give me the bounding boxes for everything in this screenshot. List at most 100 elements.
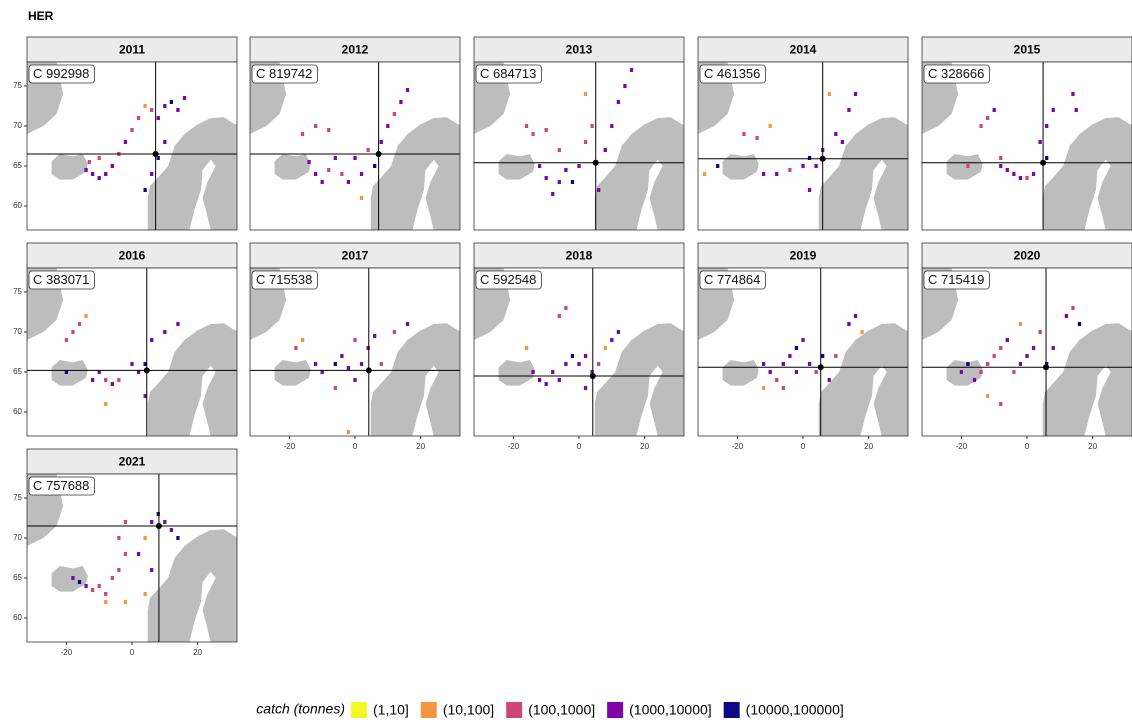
- catch-cell: [834, 354, 838, 358]
- x-tick-label: 0: [1025, 442, 1030, 451]
- catch-label: C 715538: [256, 272, 312, 287]
- catch-label: C 992998: [33, 66, 89, 81]
- catch-cell: [597, 188, 601, 192]
- catch-cell: [84, 168, 88, 172]
- catch-cell: [557, 378, 561, 382]
- catch-cell: [623, 84, 627, 88]
- catch-cell: [123, 140, 128, 144]
- catch-cell: [603, 148, 607, 152]
- catch-cell: [966, 362, 970, 366]
- panel-border: [697, 61, 909, 231]
- catch-cell: [123, 600, 128, 604]
- facet-strip: [473, 242, 685, 269]
- sea: [860, 365, 887, 436]
- catch-cell: [610, 338, 614, 342]
- facet-title: 2020: [1014, 249, 1041, 263]
- catch-label-box: [28, 270, 95, 290]
- catch-cell: [1038, 140, 1042, 144]
- catch-cell: [405, 88, 410, 92]
- catch-cell: [104, 172, 108, 176]
- catch-label-box: [923, 270, 990, 290]
- catch-cell: [320, 370, 324, 374]
- catch-cell: [761, 362, 766, 366]
- panel-border: [26, 61, 238, 231]
- panel: [27, 268, 237, 436]
- center-point: [375, 151, 382, 157]
- x-tick-label: 20: [193, 648, 202, 657]
- catch-label-box: [923, 64, 990, 84]
- catch-cell: [327, 128, 331, 132]
- facet-strip: [697, 36, 909, 63]
- facet-strip: [473, 36, 685, 63]
- y-tick-label: 70: [13, 121, 22, 130]
- catch-cell: [64, 370, 69, 374]
- catch-cell: [801, 164, 805, 168]
- catch-label-box: [28, 64, 95, 84]
- facet-strip: [921, 36, 1132, 63]
- catch-cell: [156, 116, 160, 120]
- y-tick-label: 60: [13, 201, 22, 210]
- catch-cell: [346, 430, 351, 434]
- catch-cell: [814, 370, 818, 374]
- catch-cell: [781, 362, 785, 366]
- catch-cell: [71, 576, 75, 580]
- catch-cell: [999, 164, 1003, 168]
- land: [818, 117, 908, 230]
- catch-cell: [333, 362, 337, 366]
- x-tick-label: -20: [956, 442, 968, 451]
- catch-cell: [524, 124, 529, 128]
- catch-label: C 383071: [33, 272, 89, 287]
- catch-cell: [807, 188, 812, 192]
- catch-cell: [577, 362, 581, 366]
- sea: [636, 159, 663, 230]
- catch-cell: [1031, 346, 1036, 350]
- sea: [189, 365, 216, 436]
- facet-strip: [26, 36, 238, 63]
- catch-cell: [104, 402, 108, 406]
- x-tick-label: -20: [732, 442, 744, 451]
- catch-cell: [327, 168, 331, 172]
- catch-cell: [110, 164, 114, 168]
- catch-cell: [169, 100, 174, 104]
- catch-cell: [104, 600, 108, 604]
- land: [147, 529, 237, 642]
- catch-cell: [794, 370, 799, 374]
- facet-title: 2014: [790, 43, 817, 57]
- catch-cell: [742, 132, 746, 136]
- x-tick-label: 20: [640, 442, 649, 451]
- catch-cell: [781, 386, 785, 390]
- catch-cell: [97, 584, 101, 588]
- panel-border: [473, 61, 685, 231]
- catch-cell: [71, 330, 75, 334]
- catch-cell: [392, 330, 397, 334]
- catch-cell: [346, 366, 351, 370]
- catch-cell: [768, 124, 772, 128]
- catch-cell: [156, 512, 160, 516]
- x-tick-label: 0: [353, 442, 358, 451]
- land: [370, 117, 460, 230]
- catch-cell: [353, 156, 357, 160]
- legend-label: (100,1000]: [528, 702, 595, 718]
- catch-cell: [90, 588, 95, 592]
- land: [498, 154, 535, 180]
- catch-cell: [847, 108, 851, 112]
- facet-title: 2013: [566, 43, 593, 57]
- sea: [189, 159, 216, 230]
- catch-cell: [123, 520, 128, 524]
- facet-title: 2017: [342, 249, 369, 263]
- catch-cell: [853, 314, 858, 318]
- legend-label: (10,100]: [443, 702, 494, 718]
- catch-cell: [716, 164, 720, 168]
- catch-cell: [87, 160, 91, 164]
- catch-cell: [1018, 322, 1023, 326]
- center-point: [1043, 364, 1050, 371]
- catch-cell: [577, 164, 581, 168]
- catch-cell: [544, 176, 548, 180]
- catch-cell: [90, 172, 95, 176]
- catch-cell: [1071, 92, 1075, 96]
- catch-cell: [1051, 108, 1055, 112]
- legend-label: (1,10]: [373, 702, 409, 718]
- catch-cell: [590, 124, 594, 128]
- catch-cell: [143, 104, 147, 108]
- catch-cell: [551, 370, 555, 374]
